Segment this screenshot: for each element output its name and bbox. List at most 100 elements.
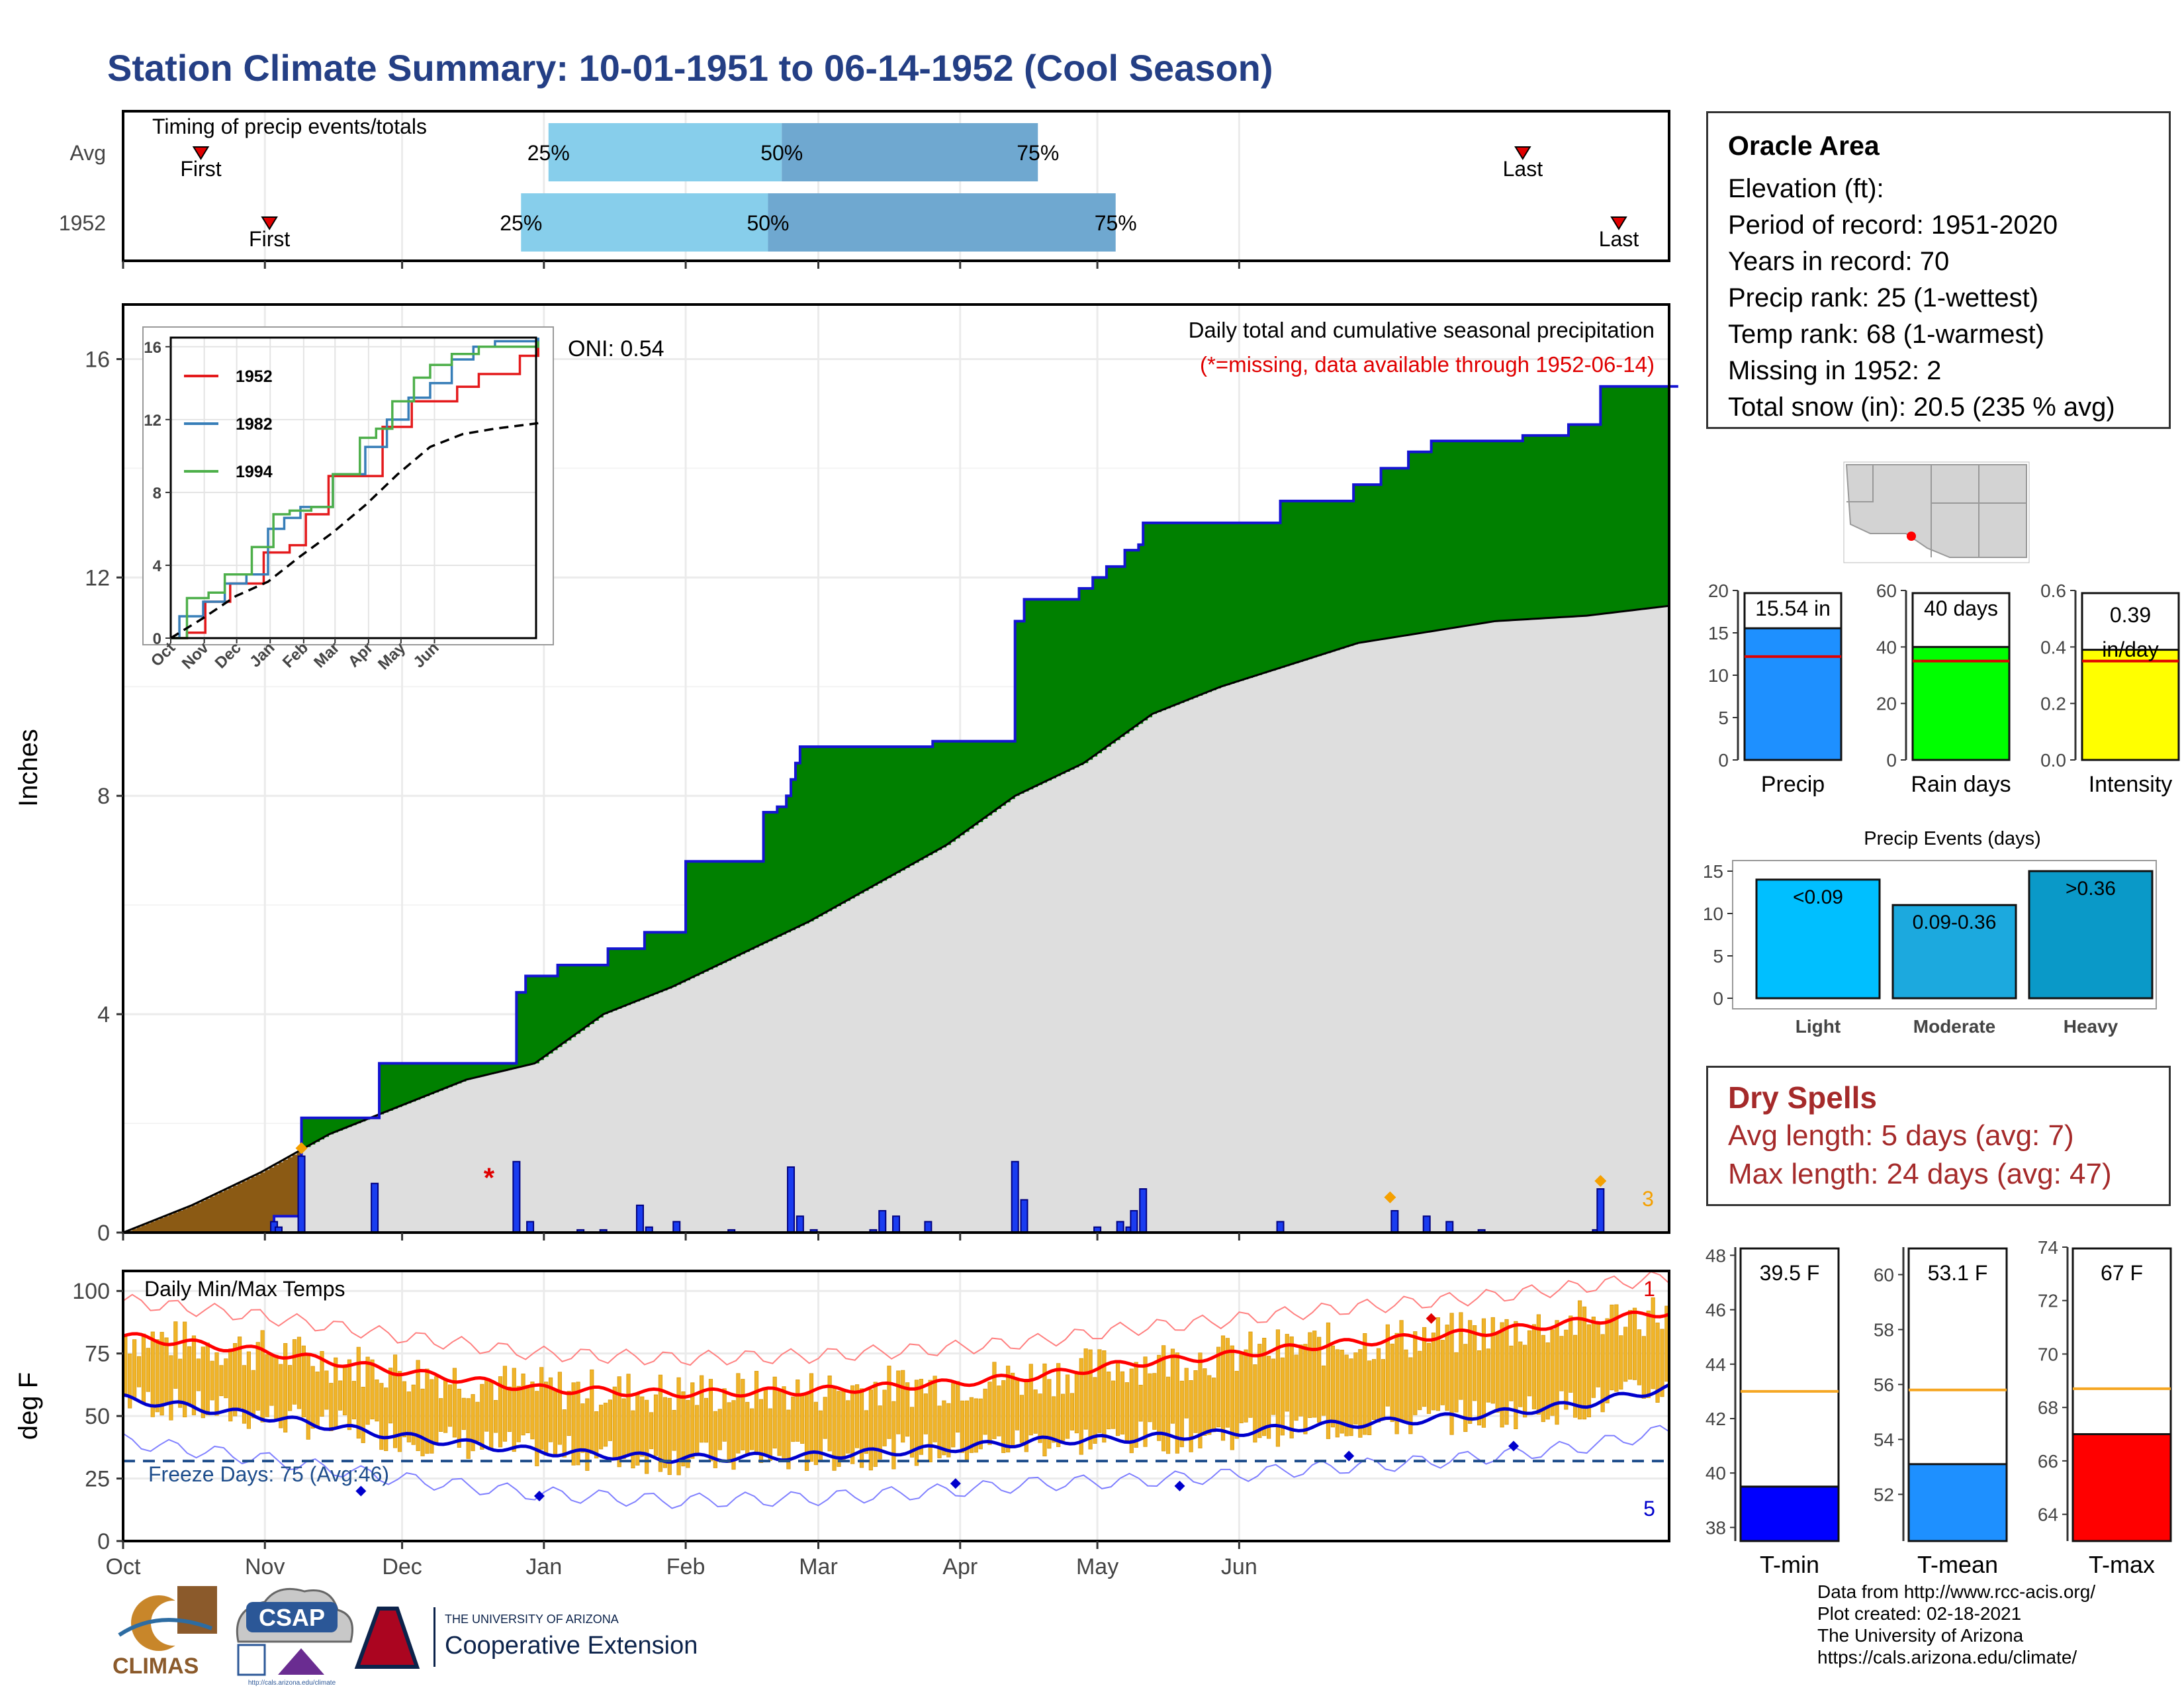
credits: Data from http://www.rcc-acis.org/ Plot … bbox=[1817, 1581, 2095, 1668]
record-min-marker bbox=[1174, 1480, 1185, 1491]
snow-count-label: 3 bbox=[1642, 1187, 1654, 1211]
temp-y-tick-label: 0 bbox=[97, 1529, 110, 1554]
precip-y-tick-label: 0 bbox=[97, 1221, 110, 1246]
events-bar-label: <0.09 bbox=[1793, 886, 1843, 908]
month-label: Apr bbox=[942, 1554, 978, 1579]
events-y-tick-label: 5 bbox=[1713, 946, 1723, 966]
summary-value-label: in/day bbox=[2102, 637, 2158, 661]
oni-label: ONI: 0.54 bbox=[568, 336, 664, 361]
events-category-label: Moderate bbox=[1913, 1016, 1995, 1037]
record-min-marker bbox=[1343, 1450, 1355, 1462]
summary-y-tick-label: 0.0 bbox=[2040, 750, 2066, 771]
daily-precip-bar bbox=[1011, 1160, 1019, 1233]
temp-summary-value-label: 53.1 F bbox=[1928, 1261, 1988, 1285]
daily-precip-bar bbox=[1116, 1221, 1124, 1233]
events-bar bbox=[1755, 878, 1881, 1000]
snow-marker bbox=[1384, 1191, 1396, 1203]
record-min-marker bbox=[1508, 1440, 1520, 1452]
summary-category-label: Precip bbox=[1761, 772, 1825, 797]
temp-panel: 0 25 50 75 100 Daily Min/Max Temps Freeze Da… bbox=[14, 1270, 1670, 1554]
daily-precip-bar bbox=[924, 1221, 933, 1233]
precip-y-axis-title: Inches bbox=[14, 729, 43, 807]
deficit-area bbox=[127, 1116, 380, 1233]
daily-precip-bar bbox=[526, 1221, 535, 1233]
daily-precip-bar bbox=[1445, 1221, 1454, 1233]
summary-value-label: 40 days bbox=[1924, 596, 1998, 620]
month-axis: Oct Nov Dec Jan Feb Mar Apr May Jun bbox=[106, 261, 1257, 1579]
month-label: May bbox=[1076, 1554, 1118, 1579]
summary-y-tick-label: 5 bbox=[1718, 708, 1729, 728]
last-event-label: Last bbox=[1599, 227, 1639, 251]
daily-precip-bar bbox=[1139, 1188, 1148, 1234]
inset-y-tick-label: 4 bbox=[153, 557, 162, 575]
ua-name-text: THE UNIVERSITY OF ARIZONA bbox=[445, 1613, 619, 1626]
daily-precip-bar bbox=[878, 1210, 887, 1233]
csap-url: http://cals.arizona.edu/climate bbox=[248, 1679, 336, 1687]
dry-spells-avg: Avg length: 5 days (avg: 7) bbox=[1728, 1119, 2074, 1152]
timing-bar-lower bbox=[521, 193, 768, 252]
precip-summary-bars: 0 5 10 15 20 15.54 in Precip 0 20 40 60 40 days Rain… bbox=[1708, 581, 2180, 797]
temp-panel-label: Daily Min/Max Temps bbox=[144, 1277, 345, 1301]
temp-summary-y-tick-label: 38 bbox=[1706, 1517, 1726, 1538]
temp-summary-bar bbox=[1739, 1485, 1840, 1542]
summary-bar bbox=[1743, 627, 1843, 761]
record-min-count: 5 bbox=[1643, 1497, 1655, 1521]
daily-precip-bar bbox=[1422, 1215, 1431, 1233]
first-event-marker bbox=[261, 216, 278, 230]
summary-y-tick-label: 20 bbox=[1708, 581, 1729, 601]
average-cumulative-area bbox=[123, 606, 1669, 1233]
inset-y-tick-label: 16 bbox=[144, 339, 161, 357]
month-label: Jan bbox=[525, 1554, 562, 1579]
record-max-marker bbox=[1426, 1313, 1437, 1324]
summary-y-tick-label: 0.6 bbox=[2040, 581, 2066, 601]
summary-y-tick-label: 0 bbox=[1718, 750, 1729, 771]
ua-extension-text: Cooperative Extension bbox=[445, 1632, 698, 1660]
temp-summary-y-tick-label: 60 bbox=[1874, 1264, 1894, 1285]
snow-marker bbox=[295, 1142, 308, 1154]
climas-logo-text: CLIMAS bbox=[113, 1654, 199, 1679]
timing-p25-label: 25% bbox=[500, 211, 542, 235]
average-max-line bbox=[122, 1310, 1670, 1399]
events-bar bbox=[2028, 870, 2154, 1000]
freeze-days-label: Freeze Days: 75 (Avg:46) bbox=[148, 1462, 389, 1486]
precip-events-bars: Precip Events (days) 0 5 10 15 <0.09 Light 0.09… bbox=[1703, 828, 2157, 1037]
record-max-line bbox=[122, 1270, 1670, 1366]
dry-spells-max: Max length: 24 days (avg: 47) bbox=[1728, 1158, 2112, 1190]
daily-precip-bar bbox=[1130, 1210, 1138, 1233]
events-category-label: Light bbox=[1796, 1016, 1841, 1037]
last-event-label: Last bbox=[1503, 157, 1543, 181]
station-info-box: Oracle Area Elevation (ft): Period of re… bbox=[1706, 111, 2171, 429]
summary-y-tick-label: 0 bbox=[1886, 750, 1897, 771]
first-event-marker bbox=[192, 146, 210, 160]
events-bar-label: >0.36 bbox=[2066, 878, 2116, 900]
record-min-line bbox=[122, 1425, 1670, 1509]
summary-value-label: 15.54 in bbox=[1755, 596, 1831, 620]
summary-y-tick-label: 40 bbox=[1876, 637, 1897, 657]
period-text: Period of record: 1951-2020 bbox=[1728, 211, 2058, 240]
credit-line: The University of Arizona bbox=[1817, 1625, 2024, 1646]
timing-row-label-avg: Avg bbox=[69, 141, 106, 165]
inset-y-tick-label: 12 bbox=[144, 412, 161, 430]
timing-p75-label: 75% bbox=[1017, 141, 1059, 165]
missing-text: Missing in 1952: 2 bbox=[1728, 356, 1942, 385]
precip-y-tick-label: 4 bbox=[97, 1002, 110, 1027]
temp-y-tick-label: 75 bbox=[85, 1342, 110, 1367]
summary-y-tick-label: 15 bbox=[1708, 623, 1729, 643]
temp-summary-bar bbox=[2071, 1433, 2172, 1542]
csap-logo-text: CSAP bbox=[259, 1604, 325, 1631]
temp-summary-value-label: 39.5 F bbox=[1760, 1261, 1820, 1285]
events-category-label: Heavy bbox=[2064, 1016, 2118, 1037]
temp-summary-y-tick-label: 70 bbox=[2038, 1344, 2058, 1364]
summary-y-tick-label: 60 bbox=[1876, 581, 1897, 601]
temp-summary-bar bbox=[1907, 1463, 2008, 1542]
summary-y-tick-label: 10 bbox=[1708, 665, 1729, 686]
inset-legend-label: 1994 bbox=[236, 463, 273, 481]
summary-y-tick-label: 0.2 bbox=[2040, 694, 2066, 714]
daily-precip-bar bbox=[371, 1182, 379, 1234]
timing-bar-upper bbox=[768, 193, 1116, 252]
precip-y-tick-label: 8 bbox=[97, 784, 110, 809]
temp-summary-y-tick-label: 54 bbox=[1874, 1429, 1894, 1450]
summary-bar bbox=[1911, 645, 2011, 761]
